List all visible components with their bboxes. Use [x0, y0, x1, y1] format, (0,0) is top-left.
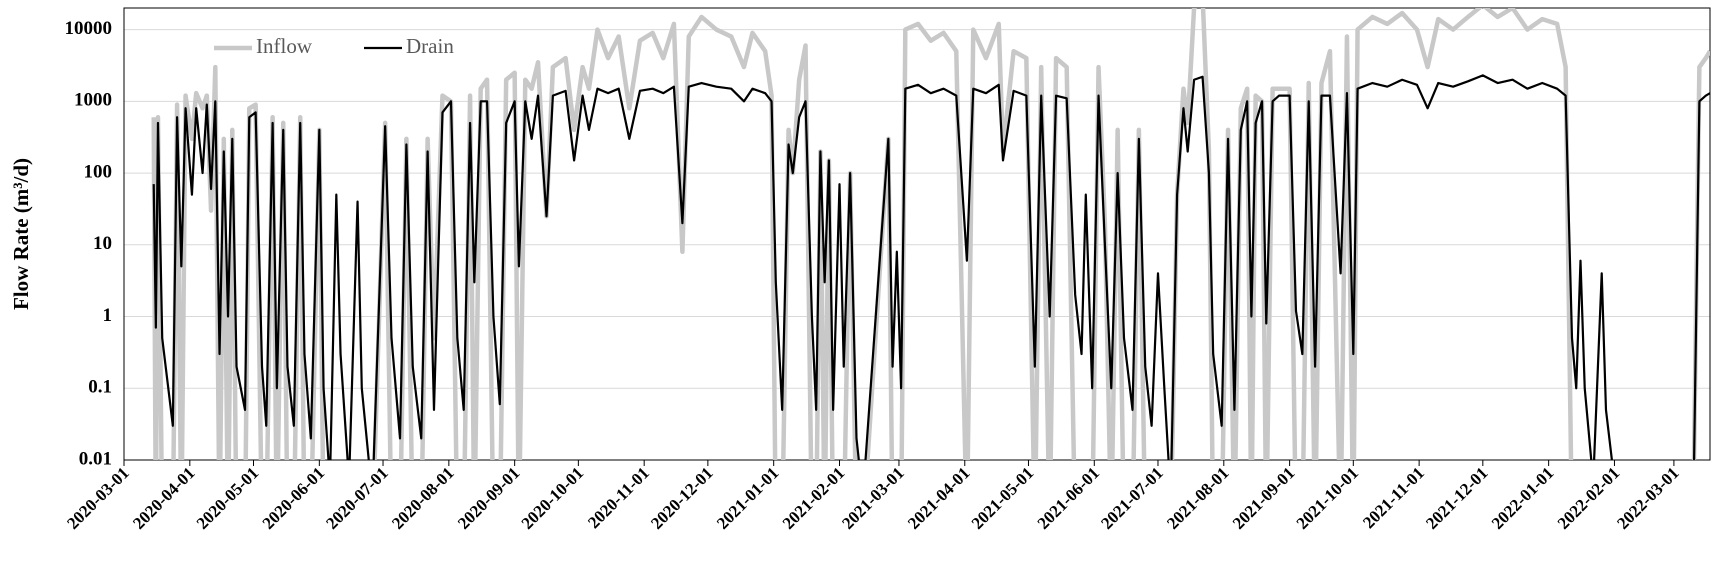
x-tick-label: 2020-03-01 [63, 463, 133, 533]
x-tick-label: 2020-07-01 [322, 463, 392, 533]
plot-area [151, 8, 1710, 460]
x-tick-label: 2021-06-01 [1034, 463, 1104, 533]
x-tick-label: 2020-11-01 [584, 463, 653, 532]
legend-label: Drain [406, 34, 454, 58]
x-tick-label: 2021-09-01 [1229, 463, 1299, 533]
x-tick-label: 2020-05-01 [193, 463, 263, 533]
y-tick-label: 1 [103, 305, 113, 326]
y-tick-label: 1000 [74, 90, 112, 111]
y-axis-title: Flow Rate (m³/d) [9, 158, 33, 310]
y-tick-label: 0.1 [88, 377, 112, 398]
x-tick-label: 2021-05-01 [968, 463, 1038, 533]
y-tick-label: 0.01 [79, 448, 112, 469]
x-tick-label: 2021-04-01 [904, 463, 974, 533]
x-tick-label: 2021-08-01 [1163, 463, 1233, 533]
x-tick-label: 2021-03-01 [838, 463, 908, 533]
x-tick-label: 2020-09-01 [454, 463, 524, 533]
x-tick-label: 2021-01-01 [713, 463, 783, 533]
x-tick-label: 2021-02-01 [779, 463, 849, 533]
y-tick-label: 100 [84, 161, 113, 182]
x-tick-label: 2022-02-01 [1554, 463, 1624, 533]
x-tick-label: 2020-10-01 [518, 463, 588, 533]
y-tick-label: 10 [93, 233, 112, 254]
x-tick-label: 2020-08-01 [388, 463, 458, 533]
x-tick-label: 2021-10-01 [1293, 463, 1363, 533]
x-tick-label: 2020-06-01 [259, 463, 329, 533]
x-tick-label: 2022-01-01 [1488, 463, 1558, 533]
x-tick-label: 2022-03-01 [1613, 463, 1683, 533]
x-tick-label: 2020-04-01 [129, 463, 199, 533]
series-line [151, 8, 1710, 460]
x-tick-label: 2021-12-01 [1422, 463, 1492, 533]
x-tick-label: 2021-11-01 [1359, 463, 1428, 532]
legend-label: Inflow [256, 34, 313, 58]
y-tick-label: 10000 [65, 18, 113, 39]
x-tick-label: 2020-12-01 [647, 463, 717, 533]
plot-frame [123, 7, 1711, 461]
series-line [152, 74, 1710, 460]
x-tick-label: 2021-07-01 [1097, 463, 1167, 533]
